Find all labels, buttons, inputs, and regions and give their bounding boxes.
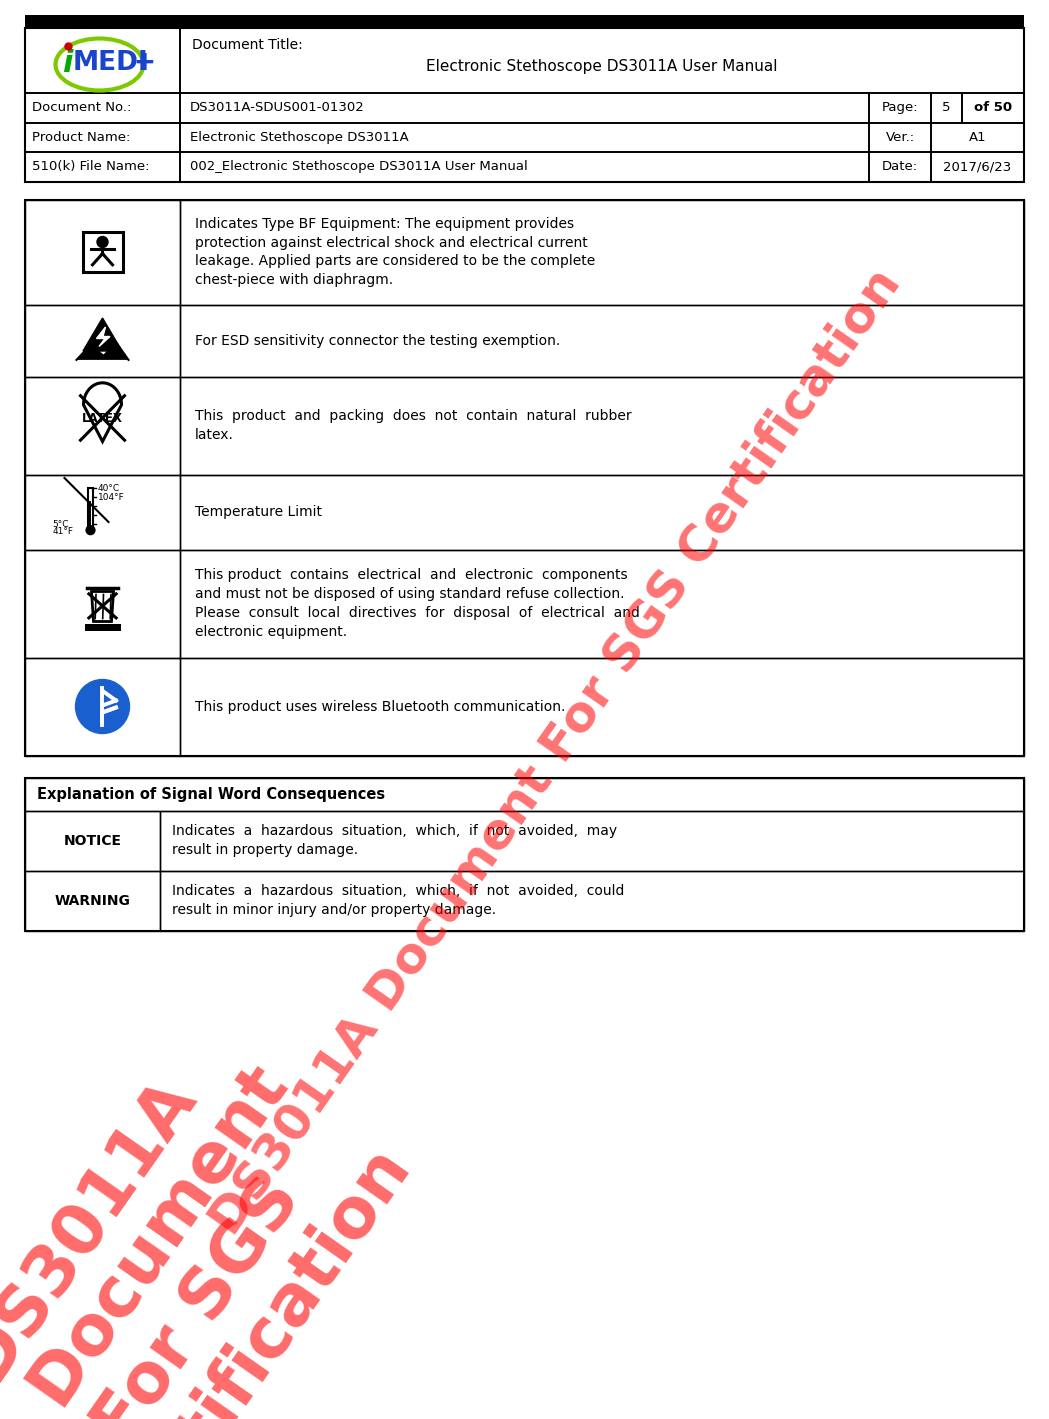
Bar (869, 122, 932, 152)
Text: Document Title:: Document Title: (192, 38, 303, 53)
Bar (932, 152, 1024, 182)
Text: Indicates Type BF Equipment: The equipment provides
protection against electrica: Indicates Type BF Equipment: The equipme… (195, 217, 595, 288)
Text: Date:: Date: (882, 160, 918, 173)
Bar (25, 657, 180, 755)
Bar (25, 94, 180, 122)
Bar (83, 231, 123, 272)
Text: i: i (62, 50, 72, 78)
Polygon shape (77, 343, 128, 360)
Bar (869, 152, 932, 182)
Bar (180, 200, 1024, 305)
Text: For ESD sensitivity connector the testing exemption.: For ESD sensitivity connector the testin… (195, 333, 560, 348)
Text: 5: 5 (942, 101, 950, 115)
Text: WARNING: WARNING (55, 894, 130, 908)
Bar (25, 200, 180, 305)
Text: A1: A1 (968, 131, 986, 143)
Text: +: + (133, 50, 155, 75)
Text: NOTICE: NOTICE (64, 833, 122, 847)
Bar (25, 376, 180, 474)
Bar (180, 549, 1024, 657)
Bar (25, 549, 180, 657)
Bar (25, 16, 1024, 28)
Text: LATEX: LATEX (82, 412, 123, 426)
Text: This  product  and  packing  does  not  contain  natural  rubber
latex.: This product and packing does not contai… (195, 409, 631, 441)
Bar (869, 94, 932, 122)
Bar (932, 94, 962, 122)
Bar (25, 778, 1024, 931)
Bar (25, 474, 180, 549)
Text: 41°F: 41°F (52, 526, 73, 535)
Text: Indicates  a  hazardous  situation,  which,  if  not  avoided,  could
result in : Indicates a hazardous situation, which, … (172, 884, 624, 917)
Bar (962, 94, 1024, 122)
Bar (88, 488, 92, 528)
Bar (25, 28, 1024, 182)
Bar (160, 870, 1024, 931)
Polygon shape (83, 318, 122, 350)
Bar (25, 305, 180, 376)
Bar (25, 28, 180, 94)
Bar (160, 810, 1024, 870)
Text: DS3011A
A Document
For SGS
Certification: DS3011A A Document For SGS Certification (0, 1010, 424, 1419)
Bar (932, 122, 1024, 152)
Text: of 50: of 50 (973, 101, 1012, 115)
Text: Ver.:: Ver.: (885, 131, 915, 143)
Text: 104°F: 104°F (98, 492, 124, 501)
Bar (180, 94, 869, 122)
Text: DS3011A-SDUS001-01302: DS3011A-SDUS001-01302 (190, 101, 365, 115)
Text: Temperature Limit: Temperature Limit (195, 505, 322, 519)
Circle shape (76, 680, 129, 734)
Bar (180, 122, 869, 152)
Bar (85, 623, 121, 630)
Text: 510(k) File Name:: 510(k) File Name: (33, 160, 150, 173)
Text: MEDI: MEDI (72, 50, 148, 75)
Text: DS3011A Document For SGS Certification: DS3011A Document For SGS Certification (201, 261, 911, 1243)
Circle shape (97, 237, 108, 247)
Text: Document No.:: Document No.: (33, 101, 131, 115)
Bar (180, 152, 869, 182)
Text: Page:: Page: (882, 101, 918, 115)
Text: 40°C: 40°C (98, 484, 120, 492)
Bar (25, 778, 1024, 810)
Polygon shape (97, 326, 110, 346)
Circle shape (86, 526, 94, 535)
Text: Product Name:: Product Name: (33, 131, 130, 143)
Text: Explanation of Signal Word Consequences: Explanation of Signal Word Consequences (37, 786, 385, 802)
Text: Electronic Stethoscope DS3011A: Electronic Stethoscope DS3011A (190, 131, 409, 143)
Bar (25, 200, 1024, 755)
Bar (25, 810, 160, 870)
Bar (89, 501, 91, 526)
Text: This product  contains  electrical  and  electronic  components
and must not be : This product contains electrical and ele… (195, 568, 640, 639)
Bar (180, 28, 1024, 94)
Text: 2017/6/23: 2017/6/23 (943, 160, 1011, 173)
Bar (25, 122, 180, 152)
Text: 002_Electronic Stethoscope DS3011A User Manual: 002_Electronic Stethoscope DS3011A User … (190, 160, 528, 173)
Text: 5°C: 5°C (52, 519, 69, 528)
Text: Electronic Stethoscope DS3011A User Manual: Electronic Stethoscope DS3011A User Manu… (426, 60, 777, 74)
Bar (25, 152, 180, 182)
Bar (180, 657, 1024, 755)
Text: Indicates  a  hazardous  situation,  which,  if  not  avoided,  may
result in pr: Indicates a hazardous situation, which, … (172, 824, 617, 857)
Bar (180, 474, 1024, 549)
Text: This product uses wireless Bluetooth communication.: This product uses wireless Bluetooth com… (195, 700, 565, 714)
Bar (25, 870, 160, 931)
Bar (180, 305, 1024, 376)
Bar (180, 376, 1024, 474)
